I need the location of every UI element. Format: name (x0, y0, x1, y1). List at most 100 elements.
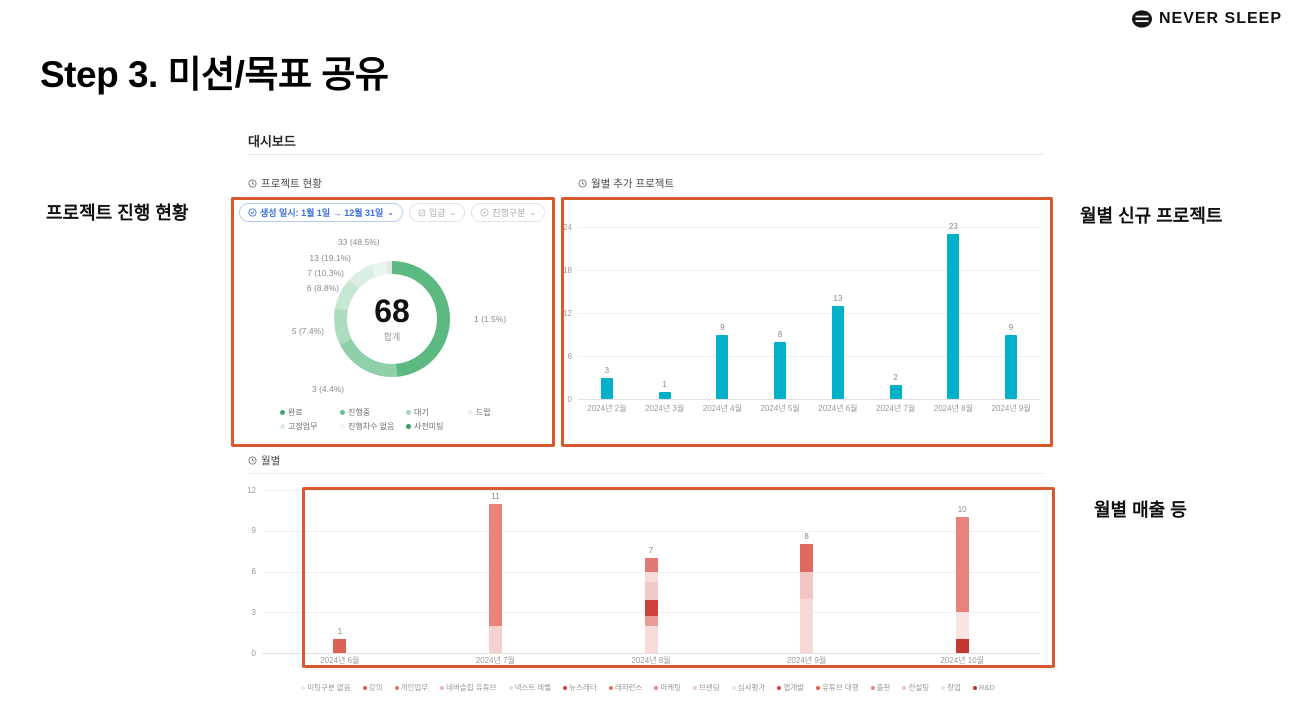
monthly-chart-legend: 미팅구분 없음 강의 개인업무 네버슬립 유튜브 넥스트 레벨 뉴스레터 레퍼런스 마케팅 브랜… (248, 682, 1048, 693)
legend-dot-icon (440, 685, 445, 690)
gridline (578, 270, 1040, 271)
panel-header-monthly: 월별 (248, 453, 280, 468)
y-axis-tick: 3 (251, 607, 256, 617)
filter-bar: 생성 일시: 1월 1일 → 12월 31일 ⌄ 입금 ⌄ 진행구분 ⌄ (239, 203, 546, 222)
legend-item: 심사평가 (731, 682, 766, 693)
bar (1005, 334, 1018, 399)
gridline (262, 490, 1040, 491)
x-axis-label: 2024년 8월 (933, 404, 973, 413)
annotation-monthly-revenue: 월별 매출 등 (1094, 500, 1187, 520)
panel-header-monthly-added: 월별 추가 프로젝트 (578, 176, 674, 191)
legend-item: 창업 (941, 682, 961, 693)
filter-date-chip[interactable]: 생성 일시: 1월 1일 → 12월 31일 ⌄ (239, 203, 403, 222)
panel-title: 월별 (261, 455, 281, 467)
donut-chart: 68 합계 (334, 261, 450, 377)
donut-legend: 완료 진행중 대기 드랍 고정업무 진행차수 없음 사전미팅 (280, 407, 514, 432)
bar-value-label: 3 (604, 365, 610, 375)
legend-dot-icon (777, 685, 782, 690)
legend-dot-icon (608, 685, 613, 690)
bar-value-label: 13 (833, 293, 843, 303)
bar (774, 341, 787, 399)
monthly-added-bar-chart: 24 18 12 6 0 3 2024년 2월 1 2024년 3월 9 2024년 4월 8 2024… (563, 222, 1040, 413)
chevron-down-icon: ⌄ (449, 207, 457, 217)
clock-icon (248, 456, 257, 465)
legend-label: 앱개발 (783, 683, 805, 692)
legend-dot-icon (731, 685, 736, 690)
donut-total-label: 합계 (383, 332, 401, 342)
legend-item: 사전미팅 (406, 421, 468, 432)
stack-segment (488, 503, 502, 626)
x-axis-label: 2024년 4월 (702, 404, 742, 413)
donut-total-value: 68 (374, 293, 410, 329)
y-axis-tick: 0 (251, 648, 256, 658)
legend-label: 대기 (414, 408, 429, 417)
y-axis-tick: 6 (567, 351, 572, 361)
legend-dot-icon (941, 685, 946, 690)
filter-payment-chip[interactable]: 입금 ⌄ (408, 203, 466, 222)
gridline (578, 313, 1040, 314)
stack-segment (800, 571, 814, 599)
donut-center: 68 합계 (347, 274, 437, 364)
neversleep-badge-icon (1131, 10, 1152, 28)
gridline (262, 653, 1040, 654)
legend-item: 고정업무 (280, 421, 340, 432)
stack-segment (333, 639, 347, 653)
bar (716, 334, 729, 399)
bar (947, 234, 960, 399)
donut-slice-label: 1 (1.5%) (474, 314, 507, 324)
legend-label: 완료 (288, 408, 303, 417)
legend-label: 유튜브 대행 (822, 683, 859, 692)
stack-segment (488, 625, 502, 653)
legend-label: 뉴스레터 (569, 683, 597, 692)
legend-label: 드랍 (476, 408, 491, 417)
annotation-monthly-new-projects: 월별 신규 프로젝트 (1080, 206, 1223, 226)
legend-label: 마케팅 (660, 683, 682, 692)
legend-label: 컨설팅 (908, 683, 930, 692)
stack-segment (955, 612, 969, 640)
check-circle-icon (248, 208, 257, 217)
panel-header-project-status: 프로젝트 현황 (248, 176, 322, 191)
legend-dot-icon (816, 685, 821, 690)
filter-progress-label: 진행구분 (492, 208, 526, 218)
page-title: Step 3. 미션/목표 공유 (40, 54, 389, 95)
legend-dot-icon (508, 685, 513, 690)
legend-label: 출판 (876, 683, 891, 692)
stack-segment (644, 582, 658, 601)
legend-dot-icon (468, 410, 473, 415)
bar-value-label: 8 (777, 329, 783, 339)
legend-dot-icon (693, 685, 698, 690)
legend-dot-icon (870, 685, 875, 690)
stack-segment (800, 544, 814, 572)
legend-item: 뉴스레터 (563, 682, 597, 693)
legend-item: 유튜브 대행 (816, 682, 859, 693)
legend-dot-icon (280, 424, 285, 429)
legend-item: R&D (972, 682, 995, 693)
bar-value-label: 10 (957, 505, 967, 515)
filter-progress-chip[interactable]: 진행구분 ⌄ (471, 203, 546, 222)
legend-label: 레퍼런스 (614, 683, 643, 692)
legend-dot-icon (301, 685, 306, 690)
dashboard-title: 대시보드 (248, 134, 296, 149)
legend-dot-icon (340, 424, 345, 429)
legend-label: 심사평가 (737, 683, 766, 692)
legend-item: 출판 (870, 682, 891, 693)
stack-segment (644, 600, 658, 617)
x-axis-label: 2024년 10월 (940, 656, 984, 665)
x-axis-label: 2024년 6월 (320, 656, 360, 665)
divider (248, 154, 1044, 155)
donut-slice-label: 7 (10.3%) (307, 268, 344, 278)
bar-value-label: 1 (337, 627, 343, 637)
legend-dot-icon (394, 685, 399, 690)
x-axis-label: 2024년 9월 (991, 404, 1031, 413)
y-axis-tick: 0 (567, 394, 572, 404)
brand-logo: NEVER SLEEP (1131, 8, 1282, 30)
gridline (578, 356, 1040, 357)
bar-value-label: 9 (1008, 322, 1014, 332)
legend-item: 진행차수 없음 (340, 421, 406, 432)
x-axis-label: 2024년 3월 (645, 404, 685, 413)
legend-item: 앱개발 (777, 682, 804, 693)
legend-item: 드랍 (468, 407, 514, 418)
legend-label: 고정업무 (288, 422, 318, 431)
y-axis-tick: 24 (563, 222, 572, 232)
bar-value-label: 7 (648, 545, 654, 555)
